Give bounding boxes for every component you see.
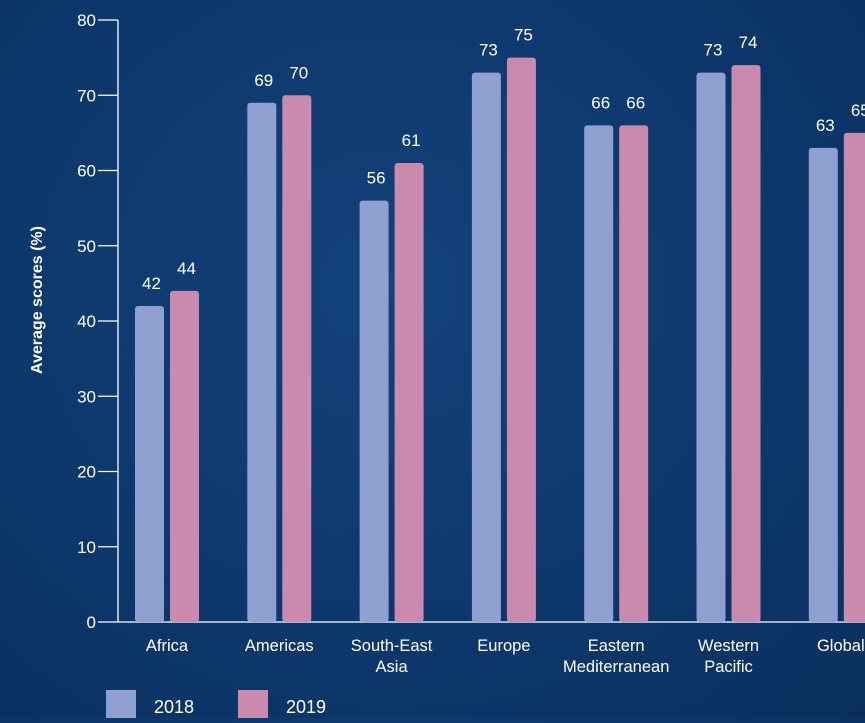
value-label-2019-0: 44 [177, 259, 196, 278]
y-tick-label: 40 [77, 312, 96, 331]
y-tick-label: 70 [77, 86, 96, 105]
y-tick-label: 60 [77, 162, 96, 181]
axis-layer: 0 10 20 30 40 50 60 70 80 [77, 11, 865, 632]
value-label-2018-2: 56 [367, 169, 386, 188]
category-label-0: Africa [146, 637, 189, 655]
bar-2018-1 [247, 102, 277, 622]
bar-2019-5 [731, 65, 761, 622]
category-label-line: Pacific [704, 658, 753, 676]
category-label-6: Global [817, 637, 865, 655]
category-label-line: Mediterranean [563, 658, 669, 676]
value-label-2019-1: 70 [289, 63, 308, 82]
value-label-2018-6: 63 [816, 116, 835, 135]
category-label-3: Europe [477, 637, 530, 655]
bar-2019-4 [619, 125, 649, 622]
value-label-2018-1: 69 [254, 71, 273, 90]
bar-2019-3 [506, 57, 536, 622]
value-label-2019-3: 75 [514, 26, 533, 45]
value-label-2019-2: 61 [402, 131, 421, 150]
category-label-line: Americas [245, 637, 314, 655]
value-label-2019-5: 74 [739, 33, 758, 52]
bar-2019-6 [843, 132, 865, 622]
category-label-line: Asia [376, 658, 409, 676]
y-tick-label: 0 [87, 613, 96, 632]
bar-2018-6 [808, 147, 838, 623]
value-label-2018-5: 73 [704, 41, 723, 60]
bar-2018-3 [471, 72, 501, 623]
y-tick-label: 10 [77, 538, 96, 557]
bar-layer [135, 57, 865, 623]
category-label-line: Eastern [588, 637, 645, 655]
legend: 2018 2019 [106, 690, 326, 718]
legend-swatch-2018 [106, 690, 136, 718]
category-label-line: Europe [477, 637, 530, 655]
value-label-2018-0: 42 [142, 274, 161, 293]
y-tick-label: 80 [77, 11, 96, 30]
bar-2019-2 [394, 162, 424, 622]
label-layer: 42 44 Africa 69 70 Americas 56 61 South-East Asia… [142, 26, 865, 676]
category-label-2: South-East Asia [351, 637, 433, 676]
y-tick-label: 50 [77, 237, 96, 256]
bar-2018-5 [696, 72, 726, 623]
value-label-2018-4: 66 [591, 93, 610, 112]
bar-2018-2 [359, 200, 389, 622]
y-tick-label: 30 [77, 387, 96, 406]
category-label-line: Africa [146, 637, 189, 655]
legend-label-2018: 2018 [154, 697, 194, 717]
category-label-5: Western Pacific [698, 637, 759, 676]
y-tick-label: 20 [77, 463, 96, 482]
legend-label-2019: 2019 [286, 697, 326, 717]
value-label-2018-3: 73 [479, 41, 498, 60]
category-label-4: Eastern Mediterranean [563, 637, 669, 676]
category-label-line: South-East [351, 637, 433, 655]
legend-swatch-2019 [238, 690, 268, 718]
y-axis-title-group: Average scores (%) [29, 226, 46, 374]
category-label-line: Western [698, 637, 759, 655]
y-axis-title: Average scores (%) [29, 226, 46, 374]
bar-2019-1 [282, 95, 312, 622]
bar-2018-0 [135, 305, 164, 622]
bar-2018-4 [584, 125, 614, 622]
bar-2019-0 [170, 290, 199, 622]
value-label-2019-6: 65 [851, 101, 865, 120]
category-label-line: Global [817, 637, 865, 655]
value-label-2019-4: 66 [626, 93, 645, 112]
category-label-1: Americas [245, 637, 314, 655]
